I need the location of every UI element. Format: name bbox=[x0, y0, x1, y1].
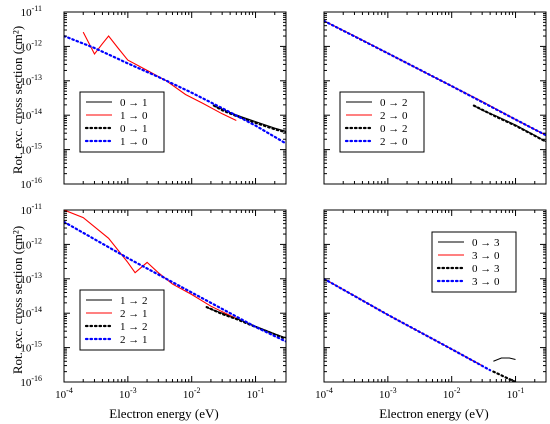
x-tick-label: 10-4 bbox=[315, 386, 333, 401]
plot-frame bbox=[63, 209, 287, 383]
x-tick-label: 10-2 bbox=[183, 386, 201, 401]
plot-frame bbox=[63, 11, 287, 185]
legend-label: 1 → 2 bbox=[120, 321, 148, 333]
plot-frame bbox=[323, 11, 547, 185]
series-line-4-dotted bbox=[324, 19, 546, 137]
legend-label: 0 → 2 bbox=[380, 123, 408, 135]
x-axis-title-left: Electron energy (eV) bbox=[109, 406, 218, 421]
series-line-1-solid bbox=[493, 357, 516, 362]
legend-label: 1 → 0 bbox=[120, 110, 148, 122]
legend-label: 0 → 2 bbox=[380, 97, 408, 109]
legend-label: 2 → 1 bbox=[120, 308, 148, 320]
x-tick-label: 10-3 bbox=[379, 386, 397, 401]
y-tick-label: 10-11 bbox=[21, 4, 42, 19]
y-tick-label: 10-13 bbox=[20, 271, 42, 286]
y-tick-label: 10-16 bbox=[20, 176, 42, 191]
legend-label: 3 → 0 bbox=[472, 250, 500, 262]
series-line-4-dotted bbox=[324, 277, 492, 372]
legend: 0 → 33 → 00 → 33 → 0 bbox=[431, 231, 517, 293]
y-tick-label: 10-14 bbox=[20, 305, 42, 320]
series-line-4-dotted bbox=[64, 34, 286, 145]
legend-label: 2 → 1 bbox=[120, 334, 148, 346]
legend-label: 1 → 0 bbox=[120, 136, 148, 148]
x-tick-label: 10-4 bbox=[55, 386, 73, 401]
y-tick-label: 10-11 bbox=[21, 202, 42, 217]
legend-label: 0 → 1 bbox=[120, 123, 148, 135]
y-tick-label: 10-12 bbox=[20, 236, 42, 251]
x-tick-label: 10-2 bbox=[443, 386, 461, 401]
y-tick-label: 10-16 bbox=[20, 374, 42, 389]
series-group bbox=[64, 210, 286, 343]
y-tick-label: 10-13 bbox=[20, 73, 42, 88]
legend: 1 → 22 → 11 → 22 → 1 bbox=[79, 289, 165, 351]
series-line-2-solid bbox=[64, 210, 237, 319]
legend-label: 2 → 0 bbox=[380, 110, 408, 122]
legend-label: 1 → 2 bbox=[120, 295, 148, 307]
x-axis-title-right: Electron energy (eV) bbox=[379, 406, 488, 421]
panel-top-right: 0 → 22 → 00 → 22 → 0 bbox=[323, 11, 547, 185]
x-tick-label: 10-1 bbox=[247, 386, 265, 401]
legend-label: 2 → 0 bbox=[380, 136, 408, 148]
y-tick-label: 10-15 bbox=[20, 340, 42, 355]
y-axis-title-bottom: Rot. exc. cross section (cm²) bbox=[10, 226, 25, 374]
series-group bbox=[324, 277, 517, 382]
y-axis-title-top: Rot. exc. cross section (cm²) bbox=[10, 26, 25, 174]
series-line-3-dotted bbox=[212, 104, 286, 134]
series-line-3-dotted bbox=[492, 370, 517, 382]
legend: 0 → 22 → 00 → 22 → 0 bbox=[339, 91, 425, 153]
x-tick-label: 10-3 bbox=[119, 386, 137, 401]
legend-label: 0 → 3 bbox=[472, 237, 500, 249]
series-line-2-solid bbox=[82, 31, 237, 121]
series-group bbox=[64, 31, 286, 145]
y-tick-label: 10-14 bbox=[20, 107, 42, 122]
series-group bbox=[324, 19, 546, 143]
legend-label: 0 → 3 bbox=[472, 263, 500, 275]
panel-bottom-left: 10-4 10-3 10-2 10-1 10-16 10-15 10-14 10-13 10-1… bbox=[20, 202, 287, 401]
panel-bottom-right: 10-4 10-3 10-2 10-10 → 33 → 00 → 33 → 0 bbox=[315, 209, 547, 401]
series-line-3-dotted bbox=[472, 104, 546, 143]
legend: 0 → 11 → 00 → 11 → 0 bbox=[79, 91, 165, 153]
legend-label: 0 → 1 bbox=[120, 97, 148, 109]
y-tick-label: 10-12 bbox=[20, 38, 42, 53]
series-line-4-dotted bbox=[64, 220, 286, 343]
plot-frame bbox=[323, 209, 547, 383]
x-tick-label: 10-1 bbox=[507, 386, 525, 401]
y-tick-label: 10-15 bbox=[20, 142, 42, 157]
legend-label: 3 → 0 bbox=[472, 276, 500, 288]
